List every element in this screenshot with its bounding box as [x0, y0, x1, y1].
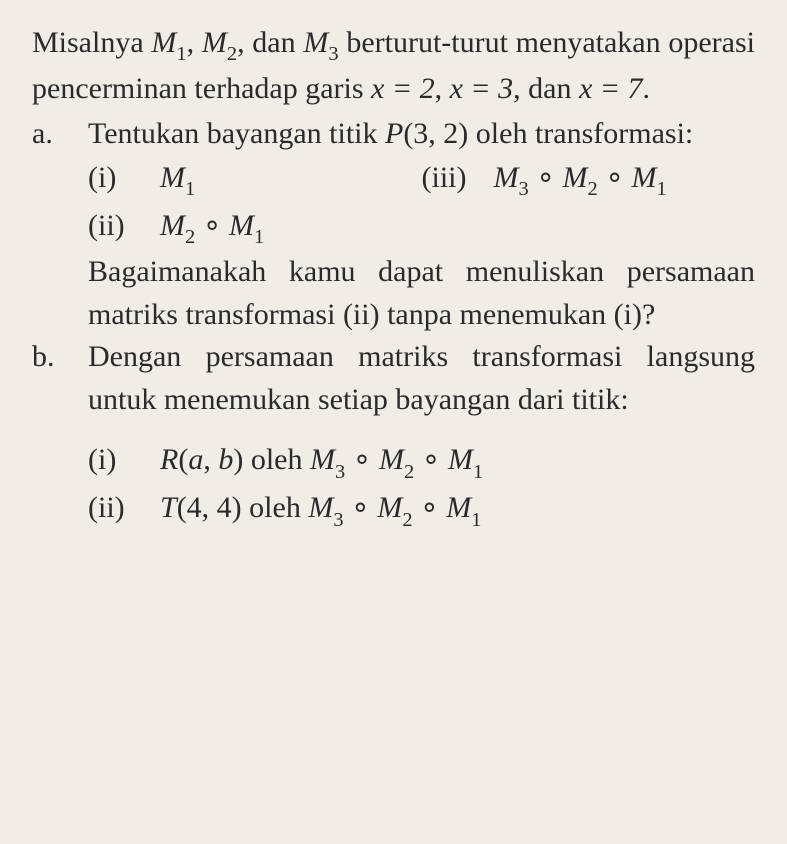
item-ii: (ii) M2 ∘ M1 [88, 205, 755, 251]
var-m: M [377, 491, 402, 524]
content-a: Tentukan bayangan titik P(3, 2) oleh tra… [88, 113, 755, 337]
var-b: b [218, 443, 233, 476]
op: ∘ [598, 161, 632, 194]
eq: x = 2 [371, 72, 435, 105]
text: , dan [237, 26, 303, 59]
var-m: M [446, 491, 471, 524]
content-bii: T(4, 4) oleh M3 ∘ M2 ∘ M1 [160, 487, 755, 533]
var-m: M [310, 443, 335, 476]
var-m: M [494, 161, 519, 194]
eq: x = 3 [450, 72, 514, 105]
label-a: a. [32, 113, 88, 337]
var-m1: M [151, 26, 176, 59]
var-t: T [160, 491, 177, 524]
var-m: M [229, 209, 254, 242]
var-m: M [562, 161, 587, 194]
b-item-ii: (ii) T(4, 4) oleh M3 ∘ M2 ∘ M1 [88, 487, 755, 533]
text: Tentukan bayangan titik [88, 117, 385, 150]
content-iii: M3 ∘ M2 ∘ M1 [494, 157, 756, 203]
label-iii: (iii) [422, 157, 494, 203]
sub: 2 [402, 509, 412, 531]
a-line1: Tentukan bayangan titik P(3, 2) oleh tra… [88, 113, 755, 156]
sub: 2 [227, 43, 237, 65]
var-m: M [448, 443, 473, 476]
label-i: (i) [88, 157, 160, 203]
text: , [435, 72, 450, 105]
var-m3: M [303, 26, 328, 59]
content-i: M1 [160, 157, 422, 203]
content-ii: M2 ∘ M1 [160, 205, 755, 251]
op: ∘ [414, 443, 448, 476]
sub: 3 [335, 461, 345, 483]
var-m: M [379, 443, 404, 476]
op: ∘ [529, 161, 563, 194]
label-bi: (i) [88, 439, 160, 485]
content-bi: R(a, b) oleh M3 ∘ M2 ∘ M1 [160, 439, 755, 485]
op: ∘ [195, 209, 229, 242]
b-item-i: (i) R(a, b) oleh M3 ∘ M2 ∘ M1 [88, 439, 755, 485]
sub: 2 [404, 461, 414, 483]
op: ∘ [344, 491, 378, 524]
label-bii: (ii) [88, 487, 160, 533]
b-text: Dengan persamaan matriks transformasi la… [88, 336, 755, 421]
text: . [643, 72, 651, 105]
label-b: b. [32, 336, 88, 533]
text: ) oleh [233, 443, 310, 476]
var-r: R [160, 443, 178, 476]
var-p: P [385, 117, 403, 150]
op: ∘ [345, 443, 379, 476]
sub: 2 [185, 226, 195, 248]
sub: 3 [328, 43, 338, 65]
sub: 3 [519, 178, 529, 200]
sub: 1 [473, 461, 483, 483]
content-b: Dengan persamaan matriks transformasi la… [88, 336, 755, 533]
item-a: a. Tentukan bayangan titik P(3, 2) oleh … [32, 113, 755, 337]
item-i: (i) M1 [88, 155, 422, 203]
sub: 1 [185, 178, 195, 200]
text: , [187, 26, 202, 59]
text: ( [178, 443, 188, 476]
text: , dan [513, 72, 579, 105]
a-question: Bagaimanakah kamu dapat menuliskan persa… [88, 251, 755, 336]
text: , [203, 443, 218, 476]
sub: 1 [254, 226, 264, 248]
var-a: a [188, 443, 203, 476]
op: ∘ [413, 491, 447, 524]
var-m: M [308, 491, 333, 524]
text: (4, 4) oleh [177, 491, 309, 524]
text: Misalnya [32, 26, 151, 59]
sub: 2 [587, 178, 597, 200]
row-i-iii: (i) M1 (iii) M3 ∘ M2 ∘ M1 [88, 155, 755, 203]
var-m2: M [202, 26, 227, 59]
text: (3, 2) oleh transformasi: [403, 117, 693, 150]
label-ii: (ii) [88, 205, 160, 251]
sub: 1 [471, 509, 481, 531]
var-m: M [160, 209, 185, 242]
sub: 1 [656, 178, 666, 200]
sub: 3 [333, 509, 343, 531]
item-iii: (iii) M3 ∘ M2 ∘ M1 [422, 155, 756, 203]
var-m: M [160, 161, 185, 194]
item-b: b. Dengan persamaan matriks transformasi… [32, 336, 755, 533]
var-m: M [631, 161, 656, 194]
sub: 1 [176, 43, 186, 65]
eq: x = 7 [579, 72, 643, 105]
intro-paragraph: Misalnya M1, M2, dan M3 berturut-turut m… [32, 22, 755, 111]
